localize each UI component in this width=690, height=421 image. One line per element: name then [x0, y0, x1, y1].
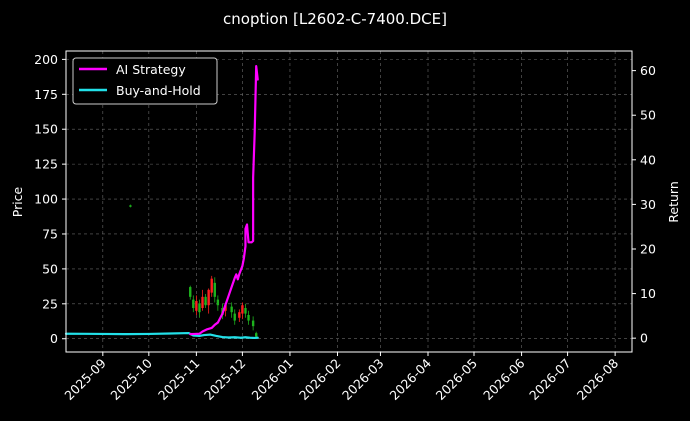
candlestick	[207, 288, 210, 314]
grid-layer	[66, 51, 632, 352]
y-left-tick-label: 25	[42, 296, 58, 311]
candlestick	[238, 309, 241, 322]
candlestick	[230, 302, 233, 318]
candlestick	[198, 299, 201, 318]
candlestick	[189, 285, 192, 300]
candlestick	[216, 295, 220, 311]
candlestick	[195, 295, 198, 315]
series-line-ai-strategy	[189, 65, 259, 336]
candle-body	[251, 320, 255, 327]
legend-label-ai-strategy: AI Strategy	[116, 62, 186, 77]
candlestick	[251, 316, 255, 331]
candle-body	[241, 305, 244, 314]
candlestick	[247, 310, 250, 325]
y-left-tick-label: 100	[34, 192, 58, 207]
legend-box	[72, 57, 218, 105]
y-left-tick-label: 50	[42, 261, 58, 276]
candlestick	[201, 289, 204, 311]
y-left-tick-label: 150	[34, 122, 58, 137]
candle-body	[213, 282, 216, 297]
candle-body	[244, 308, 247, 314]
candle-layer	[129, 204, 258, 339]
legend-label-buy-and-hold: Buy-and-Hold	[116, 83, 201, 98]
candlestick	[241, 302, 244, 320]
y-right-tick-label: 40	[640, 152, 656, 167]
y-right-tick-label: 0	[640, 331, 648, 346]
y-left-tick-label: 175	[34, 87, 58, 102]
candle-body	[204, 296, 207, 306]
y-right-tick-label: 10	[640, 286, 656, 301]
candle-body	[129, 205, 132, 207]
candlestick	[129, 204, 132, 208]
candle-body	[201, 296, 204, 309]
candle-body	[233, 313, 236, 321]
y-left-tick-label: 125	[34, 157, 58, 172]
y-axis-right-label: Return	[666, 181, 681, 222]
candle-body	[195, 301, 198, 311]
y-right-tick-label: 50	[640, 108, 656, 123]
y-left-tick-label: 0	[50, 331, 58, 346]
legend: AI Strategy Buy-and-Hold	[72, 57, 218, 105]
candle-body	[247, 314, 250, 321]
candlestick	[244, 303, 247, 318]
y-right-tick-label: 20	[640, 241, 656, 256]
y-left-tick-label: 200	[34, 52, 58, 67]
chart-title: cnoption [L2602-C-7400.DCE]	[223, 10, 447, 28]
candlestick	[213, 277, 216, 303]
series-layer	[64, 65, 259, 340]
candlestick	[233, 309, 236, 325]
y-left-tick-label: 75	[42, 226, 58, 241]
y-axis-left-label: Price	[10, 186, 25, 217]
candle-body	[192, 299, 195, 309]
candle-body	[189, 287, 192, 297]
candle-body	[210, 278, 213, 293]
candlestick	[204, 294, 207, 309]
series-line-buy-and-hold	[64, 331, 259, 340]
y-right-tick-label: 30	[640, 197, 656, 212]
y-right-tick-label: 60	[640, 63, 656, 78]
candle-body	[198, 303, 201, 313]
candle-body	[216, 299, 220, 306]
candle-body	[207, 289, 210, 306]
candle-body	[255, 333, 258, 337]
candle-body	[238, 312, 241, 318]
candlestick	[210, 275, 213, 297]
plot-frame	[65, 50, 633, 353]
candlestick	[192, 295, 195, 313]
candle-body	[230, 306, 233, 313]
